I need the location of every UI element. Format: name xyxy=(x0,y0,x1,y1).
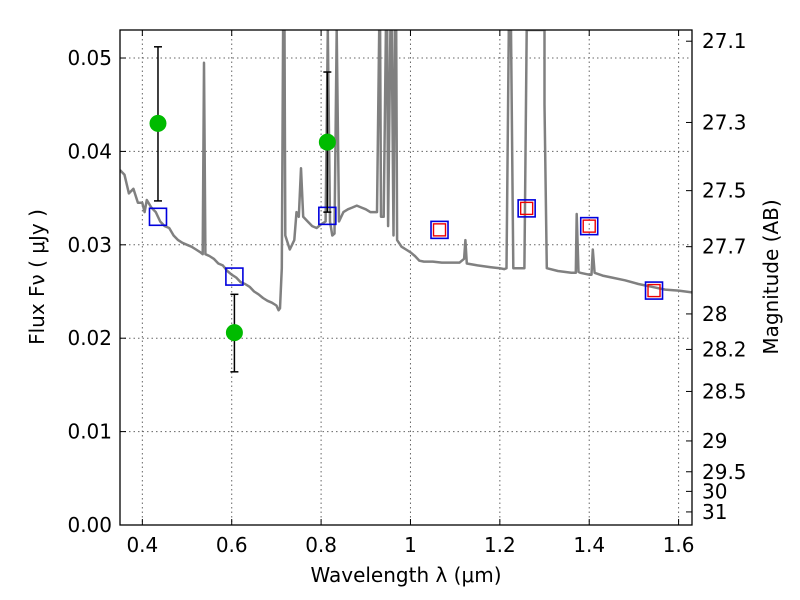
model-box-inner xyxy=(519,201,534,216)
y2-tick-label: 28.5 xyxy=(702,379,747,403)
model-box-inner xyxy=(582,219,596,233)
model-box xyxy=(517,199,536,218)
grid xyxy=(120,30,692,526)
model-box-inner xyxy=(647,283,661,298)
y-tick-label: 0.01 xyxy=(67,420,112,444)
y-tick-label: 0.05 xyxy=(67,46,112,70)
y-axis-label: Flux Fν ( μJy ) xyxy=(25,209,49,345)
axes-frame xyxy=(119,29,693,526)
observed-point xyxy=(225,324,243,342)
y-tick-label: 0.04 xyxy=(67,139,112,163)
y-tick-label: 0.00 xyxy=(67,513,112,537)
y2-tick-label: 27.3 xyxy=(702,110,747,134)
y-tick-label: 0.02 xyxy=(67,326,112,350)
y2-axis-label: Magnitude (AB) xyxy=(759,199,783,354)
x-tick-label: 1.6 xyxy=(663,533,695,557)
y2-tick-label: 27.1 xyxy=(702,29,747,53)
x-axis-label: Wavelength λ (μm) xyxy=(310,563,501,587)
x-tick-label: 0.8 xyxy=(305,533,337,557)
observed-point xyxy=(318,133,336,151)
y2-tick-label: 27.7 xyxy=(702,235,747,259)
axes: 0.4 0.6 0.8 1 1.2 1.4 1.6 0.00 0.01 0.02 0.03 0.04 0… xyxy=(67,29,746,557)
x-tick-label: 1.4 xyxy=(573,533,605,557)
y2-tick-label: 31 xyxy=(702,500,727,524)
y2-tick-label: 29 xyxy=(702,429,727,453)
x-tick-label: 1.2 xyxy=(484,533,516,557)
y2-tick-label: 29.5 xyxy=(702,460,747,484)
model-box xyxy=(430,220,449,240)
y-tick-label: 0.03 xyxy=(67,233,112,257)
x-tick-label: 0.6 xyxy=(216,533,248,557)
y2-tick-label: 30 xyxy=(702,479,727,503)
x-tick-label: 1 xyxy=(404,533,417,557)
model-box xyxy=(579,216,599,236)
spectrum-line xyxy=(120,30,692,312)
x-tick-label: 0.4 xyxy=(126,533,158,557)
y2-tick-label: 27.5 xyxy=(702,179,747,203)
model-box-inner xyxy=(432,223,447,237)
model-box xyxy=(148,207,168,227)
y2-tick-label: 28 xyxy=(702,302,727,326)
plot-area xyxy=(120,30,692,373)
model-box xyxy=(225,267,244,286)
model-box xyxy=(644,281,664,300)
y2-tick-label: 28.2 xyxy=(702,337,747,361)
observed-point xyxy=(149,114,167,132)
